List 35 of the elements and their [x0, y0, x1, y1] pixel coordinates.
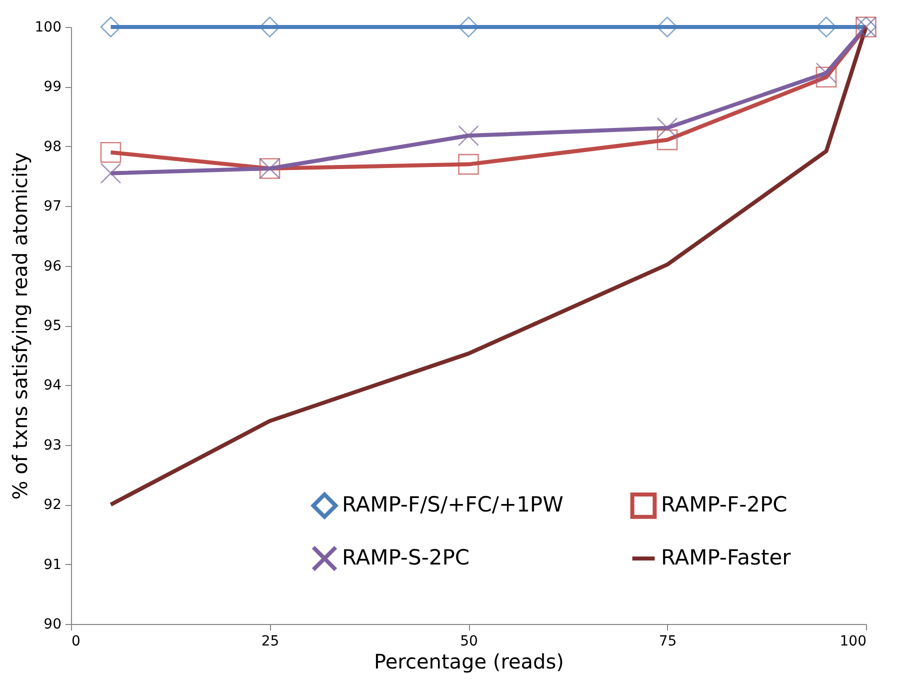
- point: [816, 16, 837, 38]
- x-tick-label: 75: [658, 634, 677, 650]
- y-axis-title: % of txns satisfying read atomicity: [8, 152, 32, 500]
- x-tick-label: 100: [840, 634, 866, 650]
- y-tick-label: 96: [44, 258, 62, 274]
- point: [656, 16, 678, 38]
- point: [100, 16, 122, 38]
- y-tick-label: 98: [44, 138, 62, 155]
- point: [100, 162, 122, 184]
- legend-label: RAMP-F-2PC: [661, 492, 788, 517]
- x-tick-label: 0: [72, 634, 80, 650]
- y-tick-label: 99: [44, 79, 62, 96]
- y-tick-label: 95: [44, 318, 62, 334]
- y-tick-label: 94: [44, 378, 62, 394]
- point: [100, 142, 122, 163]
- point: [816, 62, 837, 84]
- x-tick-label: 50: [460, 634, 478, 650]
- legend-label: RAMP-F/S/+FC/+1PW: [342, 492, 564, 517]
- y-tick-label: 90: [44, 616, 62, 632]
- point: [259, 16, 280, 38]
- x-tick-label: 25: [261, 634, 280, 650]
- y-tick-label: 93: [44, 437, 62, 454]
- y-tick-label: 97: [44, 198, 62, 215]
- point: [656, 117, 678, 138]
- legend-label: RAMP-Faster: [661, 546, 792, 570]
- y-tick-label: 100: [34, 20, 62, 36]
- point: [458, 16, 479, 38]
- point: [458, 125, 479, 146]
- legend-label: RAMP-S-2PC: [342, 546, 470, 570]
- point: [816, 66, 837, 88]
- point: [458, 154, 479, 175]
- x-axis-title: Percentage (reads): [374, 650, 564, 674]
- y-tick-label: 92: [44, 497, 62, 514]
- y-tick-label: 91: [44, 556, 62, 573]
- point: [656, 129, 678, 150]
